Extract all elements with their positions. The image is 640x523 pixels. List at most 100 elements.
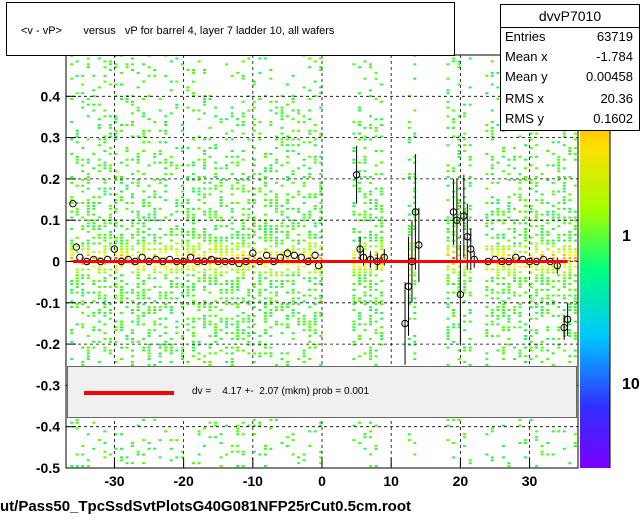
heatmap-cell bbox=[86, 230, 90, 233]
heatmap-cell bbox=[529, 335, 533, 337]
heatmap-cell bbox=[540, 274, 544, 277]
heatmap-cell bbox=[263, 444, 267, 447]
heatmap-cell bbox=[214, 245, 218, 248]
heatmap-cell bbox=[97, 138, 101, 141]
heatmap-cell bbox=[252, 323, 256, 326]
heatmap-cell bbox=[81, 184, 85, 187]
heatmap-cell bbox=[501, 236, 505, 239]
heatmap-cell bbox=[496, 86, 500, 89]
heatmap-cell bbox=[529, 236, 533, 239]
heatmap-cell bbox=[573, 274, 577, 277]
heatmap-cell bbox=[302, 352, 306, 355]
y-tick-label: -0.4 bbox=[36, 419, 60, 435]
heatmap-cell bbox=[568, 288, 572, 291]
heatmap-cell bbox=[407, 257, 411, 259]
heatmap-cell bbox=[108, 453, 112, 456]
heatmap-cell bbox=[540, 251, 544, 254]
heatmap-cell bbox=[191, 161, 195, 164]
heatmap-cell bbox=[191, 320, 195, 323]
heatmap-cell bbox=[191, 164, 195, 167]
legend-fit-text: dv = 4.17 +- 2.07 (mkm) prob = 0.001 bbox=[192, 386, 370, 397]
heatmap-cell bbox=[369, 239, 372, 242]
heatmap-cell bbox=[374, 265, 378, 268]
heatmap-cell bbox=[153, 248, 157, 251]
heatmap-cell bbox=[363, 285, 367, 288]
heatmap-cell bbox=[551, 152, 555, 155]
heatmap-cell bbox=[496, 213, 500, 216]
heatmap-cell bbox=[297, 242, 301, 245]
heatmap-cell bbox=[275, 170, 278, 173]
heatmap-cell bbox=[457, 213, 461, 216]
heatmap-cell bbox=[535, 294, 539, 297]
heatmap-cell bbox=[241, 228, 245, 230]
heatmap-cell bbox=[136, 297, 140, 300]
heatmap-cell bbox=[180, 129, 184, 132]
heatmap-cell bbox=[291, 196, 295, 199]
heatmap-cell bbox=[125, 66, 129, 69]
heatmap-cell bbox=[214, 335, 218, 337]
heatmap-cell bbox=[191, 288, 195, 291]
heatmap-cell bbox=[319, 222, 323, 225]
heatmap-cell bbox=[380, 216, 384, 219]
heatmap-cell bbox=[573, 355, 577, 358]
heatmap-cell bbox=[92, 222, 96, 225]
heatmap-cell bbox=[297, 265, 301, 268]
heatmap-cell bbox=[286, 202, 289, 204]
heatmap-cell bbox=[463, 150, 467, 152]
heatmap-cell bbox=[252, 187, 256, 190]
heatmap-cell bbox=[452, 60, 456, 63]
heatmap-cell bbox=[70, 98, 74, 100]
heatmap-cell bbox=[358, 239, 361, 242]
heatmap-cell bbox=[363, 161, 367, 164]
heatmap-cell bbox=[236, 323, 240, 326]
heatmap-cell bbox=[236, 346, 240, 349]
heatmap-cell bbox=[247, 109, 251, 112]
heatmap-cell bbox=[164, 274, 168, 277]
heatmap-cell bbox=[518, 173, 522, 176]
heatmap-cell bbox=[164, 245, 168, 248]
heatmap-cell bbox=[236, 202, 240, 204]
heatmap-cell bbox=[269, 230, 273, 233]
heatmap-cell bbox=[175, 242, 179, 245]
heatmap-cell bbox=[131, 309, 134, 311]
heatmap-cell bbox=[191, 109, 195, 112]
heatmap-cell bbox=[513, 207, 516, 210]
heatmap-cell bbox=[197, 207, 201, 210]
heatmap-cell bbox=[407, 173, 411, 176]
heatmap-cell bbox=[546, 213, 550, 216]
heatmap-cell bbox=[540, 271, 544, 274]
heatmap-cell bbox=[236, 161, 240, 164]
heatmap-cell bbox=[557, 274, 561, 277]
heatmap-cell bbox=[407, 294, 411, 297]
heatmap-cell bbox=[236, 430, 240, 433]
heatmap-cell bbox=[407, 138, 411, 141]
heatmap-cell bbox=[158, 352, 162, 355]
heatmap-cell bbox=[374, 283, 378, 285]
heatmap-cell bbox=[374, 332, 378, 335]
heatmap-cell bbox=[568, 251, 572, 254]
heatmap-cell bbox=[557, 265, 561, 268]
heatmap-cell bbox=[269, 239, 273, 242]
heatmap-cell bbox=[230, 323, 234, 326]
heatmap-cell bbox=[247, 268, 251, 271]
heatmap-cell bbox=[369, 233, 372, 236]
heatmap-cell bbox=[291, 74, 295, 77]
heatmap-cell bbox=[186, 106, 190, 109]
heatmap-cell bbox=[446, 239, 450, 242]
heatmap-cell bbox=[562, 158, 566, 161]
heatmap-cell bbox=[230, 450, 234, 453]
heatmap-cell bbox=[363, 138, 367, 141]
heatmap-cell bbox=[468, 349, 472, 352]
heatmap-cell bbox=[369, 283, 372, 285]
heatmap-cell bbox=[97, 187, 101, 190]
heatmap-cell bbox=[86, 202, 90, 204]
heatmap-cell bbox=[241, 433, 245, 436]
heatmap-cell bbox=[540, 288, 544, 291]
heatmap-cell bbox=[230, 129, 234, 132]
heatmap-cell bbox=[131, 57, 134, 60]
x-tick-label: -10 bbox=[243, 473, 263, 489]
heatmap-cell bbox=[108, 167, 112, 170]
heatmap-cell bbox=[485, 280, 489, 283]
heatmap-cell bbox=[103, 346, 107, 349]
heatmap-cell bbox=[540, 228, 544, 230]
